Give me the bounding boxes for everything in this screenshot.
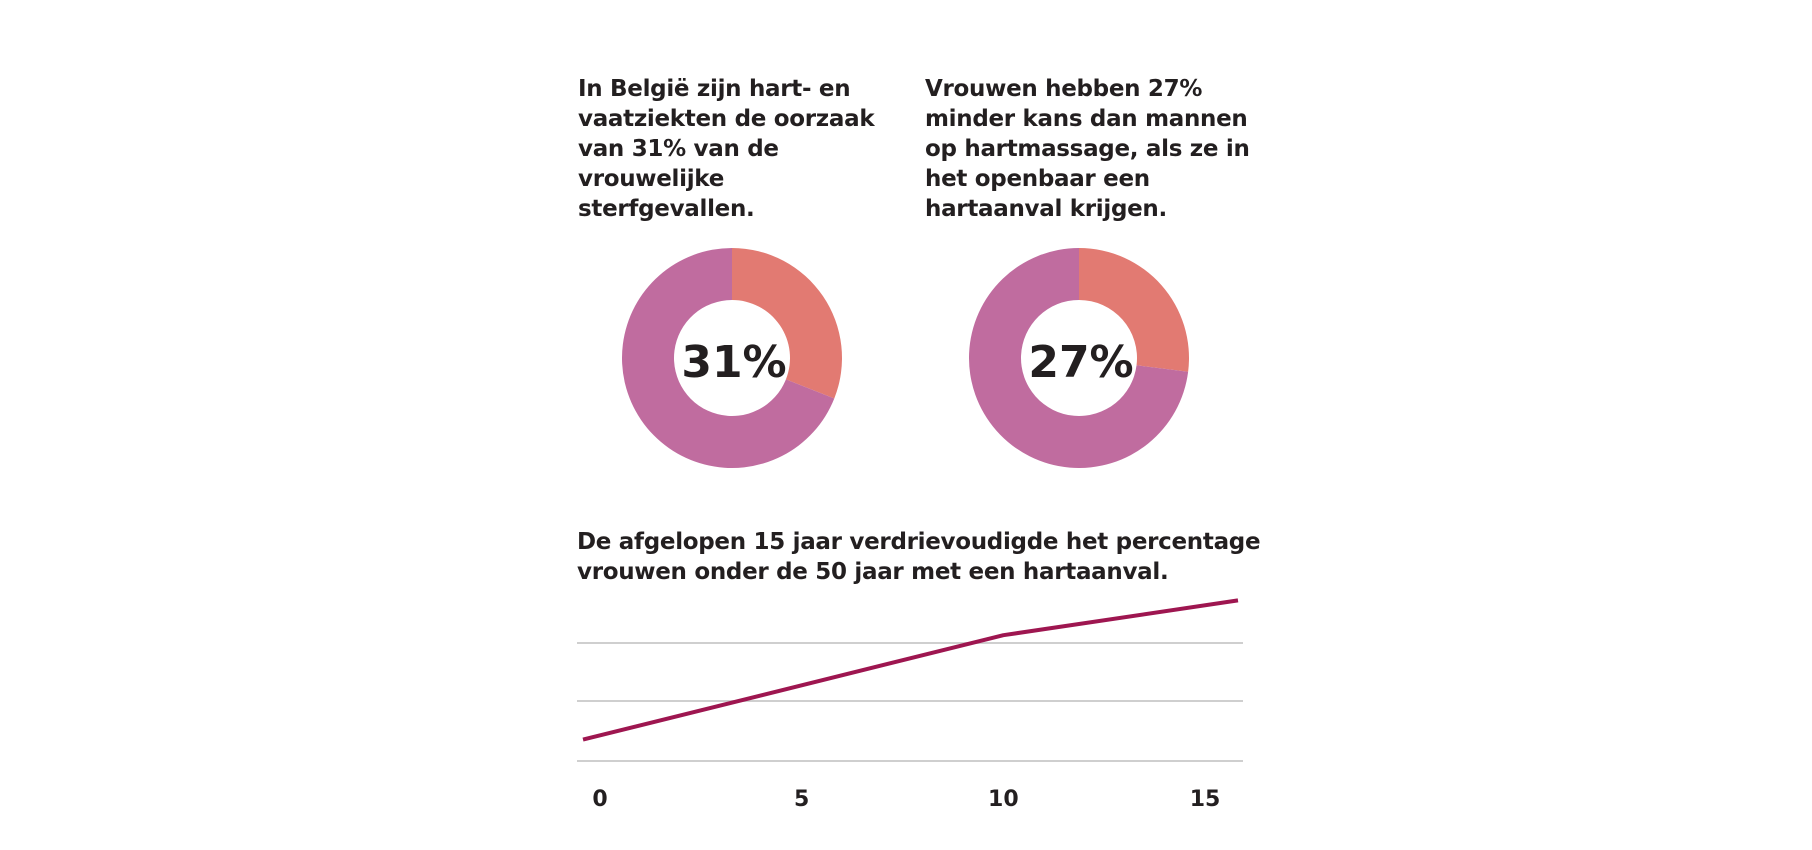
line-chart-x-ticks: 0 5 10 15: [592, 787, 1220, 812]
donut-1-center-label: 31%: [681, 337, 786, 388]
line-chart-series: [582, 598, 1239, 742]
x-tick-label-2: 10: [988, 787, 1019, 812]
donut-chart-31: 31%: [622, 248, 842, 468]
donut-2-slices: [969, 248, 1189, 468]
donut-1-slices: [622, 248, 842, 468]
donut-1-caption: In België zijn hart- en vaatziekten de o…: [578, 76, 875, 222]
line-chart-caption: De afgelopen 15 jaar verdrievoudigde het…: [577, 529, 1261, 585]
donut-2-slice-1: [969, 248, 1189, 468]
line-series-0: [582, 598, 1239, 742]
donut-2-center-label: 27%: [1028, 337, 1133, 388]
line-chart: 0 5 10 15: [577, 598, 1243, 812]
donut-chart-27: 27%: [969, 248, 1189, 468]
donut-1-slice-1: [622, 248, 835, 468]
donut-1-slice-0: [732, 248, 842, 399]
line-chart-grid: [577, 642, 1243, 762]
donut-2-slice-0: [1079, 248, 1189, 372]
x-tick-label-1: 5: [794, 787, 809, 812]
x-tick-label-0: 0: [592, 787, 607, 812]
donut-2-caption: Vrouwen hebben 27% minder kans dan manne…: [925, 76, 1250, 222]
x-tick-label-3: 15: [1190, 787, 1221, 812]
